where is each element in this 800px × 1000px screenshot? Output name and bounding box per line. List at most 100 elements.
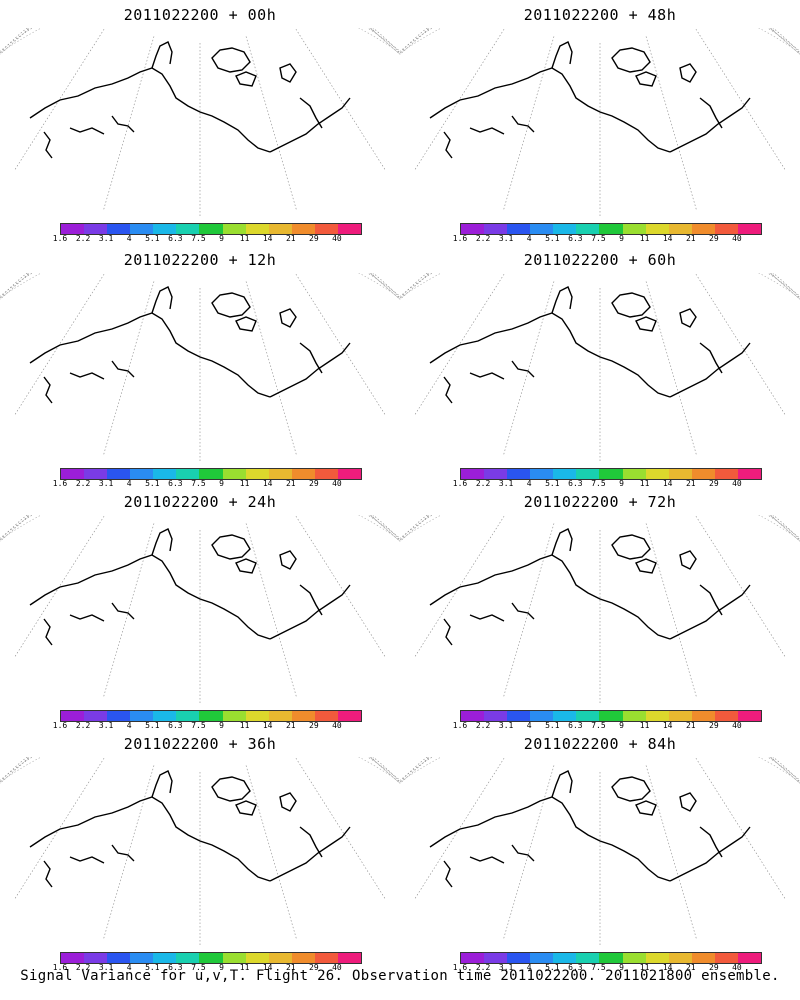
colorbar-swatch — [507, 711, 531, 721]
colorbar-swatch — [691, 953, 715, 963]
variance-contour — [466, 83, 734, 107]
colorbar-swatch — [314, 953, 338, 963]
colorbar-swatch — [153, 711, 177, 721]
variance-contour — [447, 564, 753, 594]
colorbar-tick-label: 2.2 — [75, 479, 91, 488]
colorbar-tick-label: 9 — [619, 963, 624, 972]
polar-map — [400, 757, 800, 947]
colorbar-tick-label: 29 — [709, 721, 719, 730]
colorbar-labels: 1.6 2.2 3.1 4 5.1 6.3 7.5 9 11 14 21 29 40 — [53, 963, 360, 973]
variance-contour — [625, 860, 639, 874]
colorbar-swatch — [222, 711, 246, 721]
colorbar-swatch — [599, 224, 623, 234]
polar-map — [0, 757, 400, 947]
colorbar-swatch — [291, 224, 315, 234]
forecast-panel-84h: 2011022200 + 84h 1.6 2.2 3.1 4 5.1 6.3 7.5 9 11 14… — [400, 729, 800, 974]
colorbar-swatch — [737, 953, 762, 963]
variance-contour — [509, 101, 591, 107]
variance-contour — [150, 122, 220, 158]
colorbar-swatch — [599, 469, 623, 479]
colorbar-swatch — [199, 953, 223, 963]
colorbar-tick-label: 9 — [219, 479, 224, 488]
colorbar — [460, 710, 762, 722]
colorbar — [460, 468, 762, 480]
colorbar-tick-label: 5.1 — [145, 234, 160, 243]
colorbar-swatch — [337, 469, 362, 479]
forecast-panel-0h: 2011022200 + 00h 1.6 2.2 3.1 4 5.1 6.3 7.5 9 11 14… — [0, 0, 400, 245]
colorbar-swatch — [507, 224, 531, 234]
coastline — [429, 770, 751, 888]
colorbar-labels: 1.6 2.2 3.1 4 5.1 6.3 7.5 9 11 14 21 29 40 — [53, 721, 360, 731]
colorbar-swatch — [645, 224, 669, 234]
polar-map — [0, 273, 400, 463]
colorbar-swatch — [622, 711, 646, 721]
colorbar-swatch — [176, 953, 200, 963]
colorbar-tick-label: 29 — [709, 234, 719, 243]
variance-field — [437, 797, 763, 874]
colorbar-swatch — [553, 711, 577, 721]
colorbar-swatch — [461, 224, 485, 234]
colorbar-labels: 1.6 2.2 3.1 4 5.1 6.3 7.5 9 11 14 21 29 40 — [453, 963, 760, 973]
colorbar-swatch — [107, 953, 131, 963]
colorbar-swatch — [668, 469, 692, 479]
colorbar-swatch — [176, 711, 200, 721]
colorbar-swatch — [291, 953, 315, 963]
colorbar-swatch — [130, 469, 154, 479]
colorbar-tick-label: 9 — [619, 479, 624, 488]
coastline — [29, 528, 351, 646]
colorbar-swatch — [199, 224, 223, 234]
colorbar-tick-label: 1.6 — [452, 963, 468, 972]
colorbar-tick-label: 21 — [685, 234, 696, 243]
colorbar — [460, 952, 762, 964]
colorbar-swatch — [622, 953, 646, 963]
variance-contour — [115, 90, 225, 107]
variance-contour — [625, 376, 639, 390]
panel-title: 2011022200 + 12h — [123, 251, 277, 269]
graticule — [0, 28, 400, 218]
colorbar-tick-label: 7.5 — [591, 963, 606, 972]
colorbar-swatch — [222, 469, 246, 479]
colorbar-tick-label: 21 — [285, 479, 296, 488]
colorbar-tick-label: 1.6 — [52, 479, 68, 488]
colorbar-tick-label: 4 — [526, 963, 532, 972]
variance-field — [447, 555, 753, 594]
graticule — [0, 273, 400, 463]
variance-contour — [493, 819, 607, 836]
colorbar-swatch — [645, 953, 669, 963]
variance-contour — [603, 361, 657, 401]
colorbar-swatch — [291, 711, 315, 721]
colorbar-tick-label: 5.1 — [145, 721, 160, 730]
colorbar-swatch — [153, 953, 177, 963]
colorbar-swatch — [599, 711, 623, 721]
colorbar-tick-label: 1.6 — [452, 479, 468, 488]
colorbar-swatch — [245, 469, 269, 479]
colorbar-swatch — [461, 711, 485, 721]
panel-title: 2011022200 + 84h — [523, 735, 677, 753]
colorbar-swatch — [245, 711, 269, 721]
colorbar-swatch — [714, 953, 738, 963]
colorbar-tick-label: 3.1 — [498, 234, 514, 243]
colorbar-tick-label: 14 — [262, 721, 273, 730]
panel-title: 2011022200 + 00h — [123, 6, 277, 24]
colorbar-swatch — [268, 711, 292, 721]
forecast-panel-12h: 2011022200 + 12h 1.6 2.2 3.1 4 5.1 6.3 7.5 9 11 14… — [0, 245, 400, 490]
colorbar-swatch — [268, 953, 292, 963]
graticule — [400, 273, 800, 463]
colorbar-swatch — [507, 469, 531, 479]
colorbar-tick-label: 3.1 — [498, 963, 514, 972]
colorbar-tick-label: 14 — [262, 963, 273, 972]
colorbar-swatch — [714, 224, 738, 234]
colorbar-swatch — [691, 469, 715, 479]
colorbar-tick-label: 11 — [239, 721, 250, 730]
colorbar-swatch — [484, 469, 508, 479]
colorbar-swatch — [737, 224, 762, 234]
colorbar-tick-label: 29 — [709, 479, 719, 488]
graticule — [0, 757, 400, 947]
colorbar-tick-label: 4 — [126, 963, 132, 972]
colorbar-swatch — [84, 469, 108, 479]
colorbar-tick-label: 2.2 — [75, 963, 91, 972]
colorbar-swatch — [691, 224, 715, 234]
colorbar-tick-label: 29 — [309, 234, 319, 243]
colorbar-swatch — [645, 711, 669, 721]
colorbar-tick-label: 3.1 — [498, 479, 514, 488]
